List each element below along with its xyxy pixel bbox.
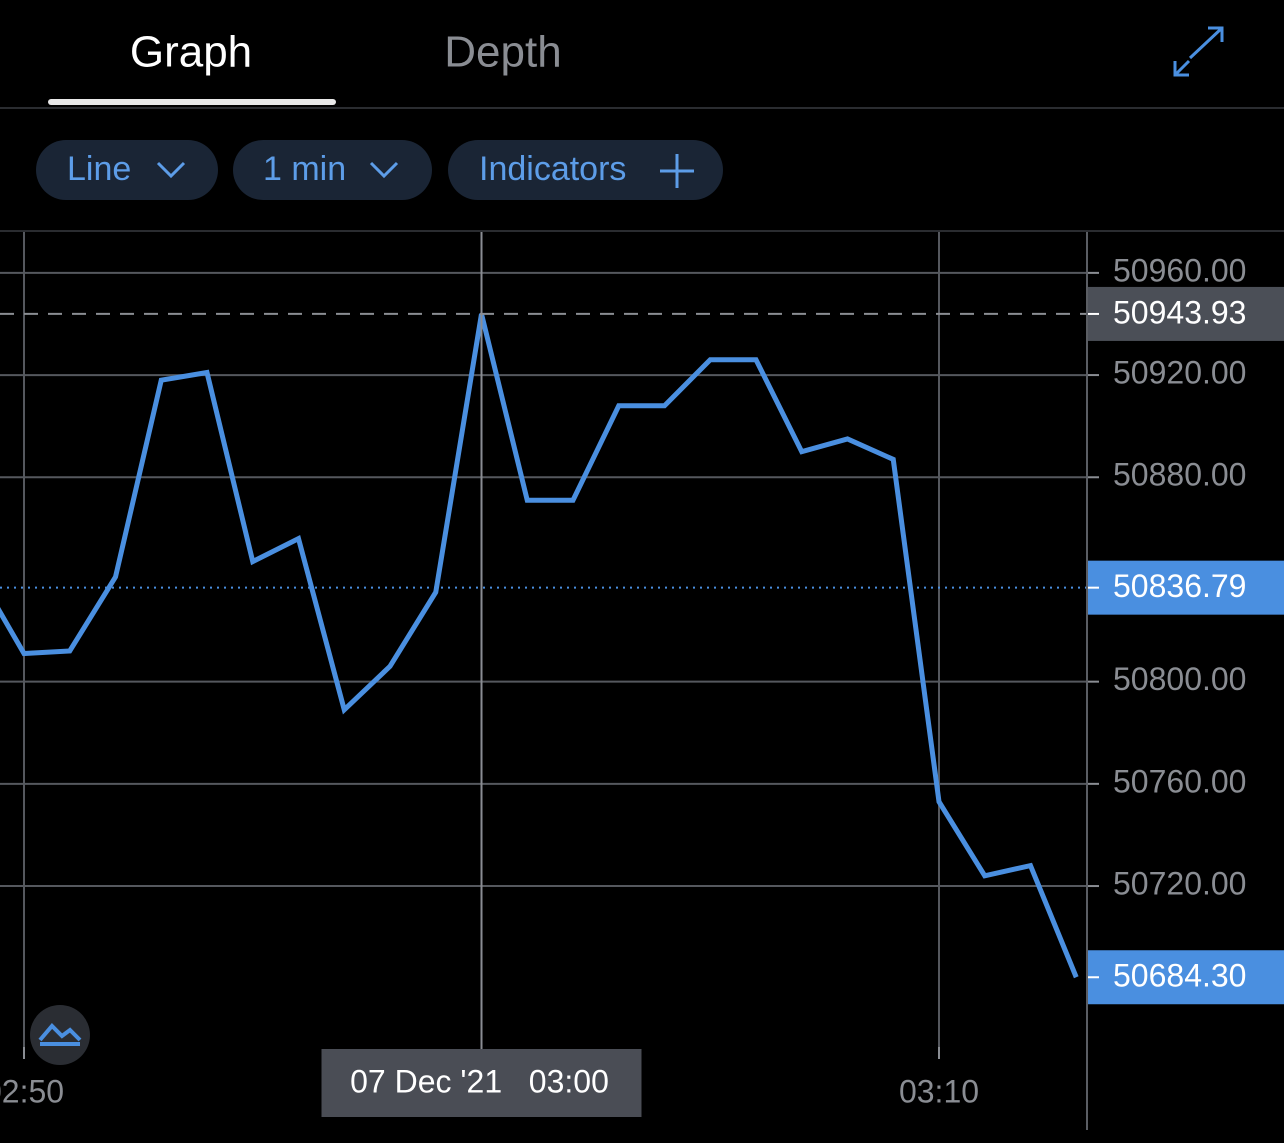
crosshair-x-box [321, 1049, 642, 1117]
grid: 50960.00 50920.00 50880.00 50800.00 50760.00… [0, 232, 1246, 1109]
chart-type-button[interactable] [36, 140, 218, 200]
expand-icon[interactable] [1173, 26, 1224, 77]
button-label: 1 min [263, 150, 346, 188]
crosshair-y-box [1087, 560, 1284, 615]
price-label-box [1087, 950, 1284, 1005]
price-label: 50943.93 [1113, 294, 1246, 330]
chevron [156, 161, 186, 179]
y-tick-label: 50920.00 [1113, 355, 1246, 391]
button-label: Indicators [479, 150, 626, 188]
x-tick-label: 02:50 [0, 1073, 64, 1109]
y-tick-label: 50800.00 [1113, 661, 1246, 697]
plus-icon [660, 154, 694, 188]
price-label: 50684.30 [1113, 958, 1246, 994]
y-tick-label: 50960.00 [1113, 252, 1246, 288]
overlay: 50943.93 50684.30 50836.79 07 Dec '21 03:00 [0, 232, 1284, 1117]
button-label: Line [67, 150, 131, 188]
interval-button[interactable] [233, 140, 432, 200]
tab-depth[interactable]: Depth [444, 28, 561, 77]
crosshair-x-label: 07 Dec '21 03:00 [350, 1063, 609, 1099]
indicators-button[interactable] [448, 140, 723, 200]
x-tick-label: 03:10 [899, 1073, 979, 1109]
active-tab-underline [48, 99, 336, 105]
plot [0, 313, 1079, 979]
crosshair-y-label: 50836.79 [1113, 568, 1246, 604]
logo-icon [38, 1023, 82, 1046]
y-tick-label: 50720.00 [1113, 865, 1246, 901]
price-label-box [1087, 286, 1284, 341]
tab-graph[interactable]: Graph [130, 28, 252, 77]
y-tick-label: 50760.00 [1113, 763, 1246, 799]
y-tick-label: 50880.00 [1113, 457, 1246, 493]
price-line [0, 313, 1079, 979]
chevron [369, 161, 399, 179]
